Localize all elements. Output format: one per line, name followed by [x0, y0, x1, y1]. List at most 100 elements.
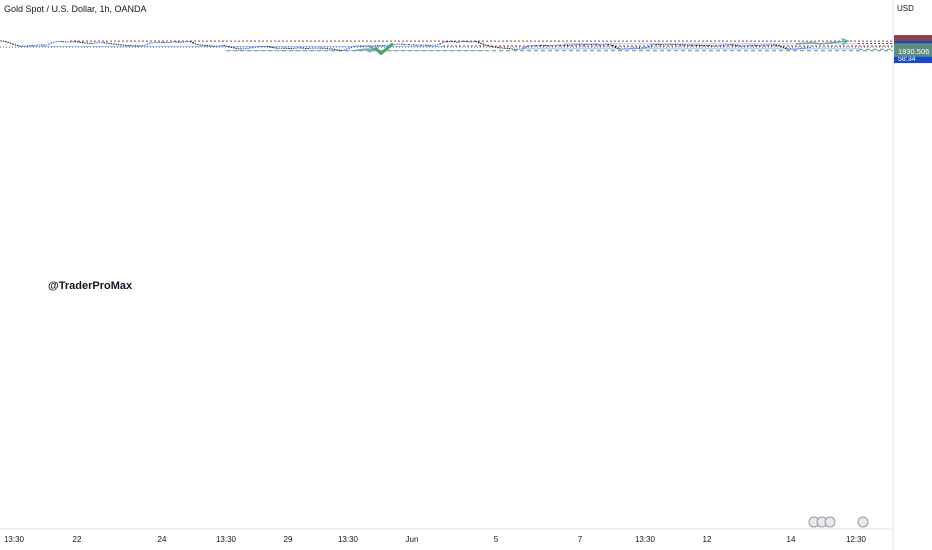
- time-tick-label: 7: [578, 535, 583, 544]
- candle: [57, 40, 60, 42]
- candle: [525, 46, 528, 48]
- candle: [74, 41, 77, 43]
- candle: [367, 45, 369, 47]
- candle: [319, 47, 321, 49]
- candle: [468, 41, 470, 43]
- candle: [266, 46, 269, 47]
- time-tick-label: Jun: [406, 535, 419, 544]
- candle: [794, 48, 797, 50]
- time-tick-label: 24: [158, 535, 167, 544]
- flag-icons[interactable]: [808, 516, 869, 528]
- candle: [756, 45, 758, 46]
- candle: [662, 44, 665, 46]
- candle: [362, 45, 365, 47]
- candle: [103, 42, 105, 44]
- candle: [746, 45, 749, 46]
- candle: [115, 43, 117, 45]
- candle: [374, 45, 377, 47]
- candle: [605, 44, 607, 46]
- candle: [26, 45, 29, 47]
- candle: [108, 42, 110, 44]
- zone-rectangle[interactable]: [20, 45, 443, 47]
- candle: [602, 44, 605, 46]
- candle: [557, 44, 559, 46]
- candle: [763, 44, 765, 46]
- projection-arrow[interactable]: [354, 48, 376, 52]
- candle: [492, 46, 494, 48]
- price-axis[interactable]: 2004.0002000.0001996.0001992.0001988.000…: [892, 0, 932, 550]
- candle: [312, 47, 314, 49]
- candle: [624, 48, 626, 50]
- candle: [482, 43, 485, 45]
- candle: [533, 44, 535, 46]
- candle: [497, 47, 499, 49]
- zone-rectangle[interactable]: [564, 43, 858, 45]
- candle: [734, 44, 737, 46]
- candle: [513, 48, 516, 50]
- candle: [780, 46, 782, 48]
- candle: [72, 41, 74, 43]
- candle: [710, 45, 713, 47]
- candle: [809, 47, 811, 48]
- candle: [504, 47, 506, 49]
- candle: [211, 45, 213, 47]
- watermark-text: @TraderProMax: [48, 280, 133, 292]
- candle: [187, 40, 189, 42]
- candle: [24, 45, 26, 47]
- time-axis[interactable]: 13:30 22 24 13:30 29 13:30 Jun 5 7 13:30 12 14 12:30: [0, 528, 893, 544]
- candle: [53, 41, 55, 43]
- candle: [777, 45, 780, 47]
- candle: [439, 43, 441, 45]
- us-flag-icon[interactable]: [824, 516, 836, 528]
- projection-arrow[interactable]: [795, 40, 849, 45]
- candle: [101, 42, 103, 44]
- candle: [684, 44, 686, 46]
- time-tick-label: 29: [284, 535, 293, 544]
- candle: [192, 41, 194, 44]
- candle: [451, 41, 453, 42]
- candle: [473, 40, 475, 42]
- price-label-badge[interactable]: [894, 44, 932, 57]
- candle: [703, 44, 705, 46]
- candle: [542, 44, 545, 46]
- candle: [50, 42, 53, 44]
- candle: [516, 48, 518, 50]
- candle: [396, 43, 398, 45]
- candle: [785, 47, 787, 49]
- candle: [499, 47, 501, 49]
- countdown-text: 58:34: [898, 56, 916, 63]
- zone-rectangle[interactable]: [521, 48, 859, 50]
- candle: [228, 46, 230, 48]
- candle: [9, 42, 12, 44]
- candle: [225, 45, 228, 47]
- candle: [305, 47, 307, 49]
- candle: [338, 49, 341, 51]
- candle: [415, 44, 417, 46]
- projection-arrows[interactable]: [354, 37, 850, 55]
- candle: [787, 48, 789, 50]
- candle: [67, 41, 69, 43]
- candle: [216, 45, 218, 47]
- candle: [581, 44, 583, 46]
- us-flag-icon[interactable]: [857, 516, 869, 528]
- candle: [134, 45, 137, 47]
- candle: [537, 44, 540, 46]
- candle: [165, 42, 168, 44]
- candle: [141, 45, 144, 47]
- candle: [365, 45, 367, 47]
- candle: [485, 44, 487, 46]
- candle: [643, 47, 645, 49]
- currency-label: USD: [897, 4, 914, 13]
- candle: [156, 42, 158, 43]
- candle: [307, 48, 309, 50]
- candle: [372, 45, 374, 47]
- candle: [713, 45, 715, 47]
- time-tick-label: 12: [703, 535, 712, 544]
- candle: [590, 43, 593, 45]
- candle: [549, 45, 552, 47]
- candle: [401, 43, 403, 45]
- candle: [45, 44, 48, 46]
- time-tick-label: 13:30: [635, 535, 656, 544]
- candle: [91, 42, 93, 44]
